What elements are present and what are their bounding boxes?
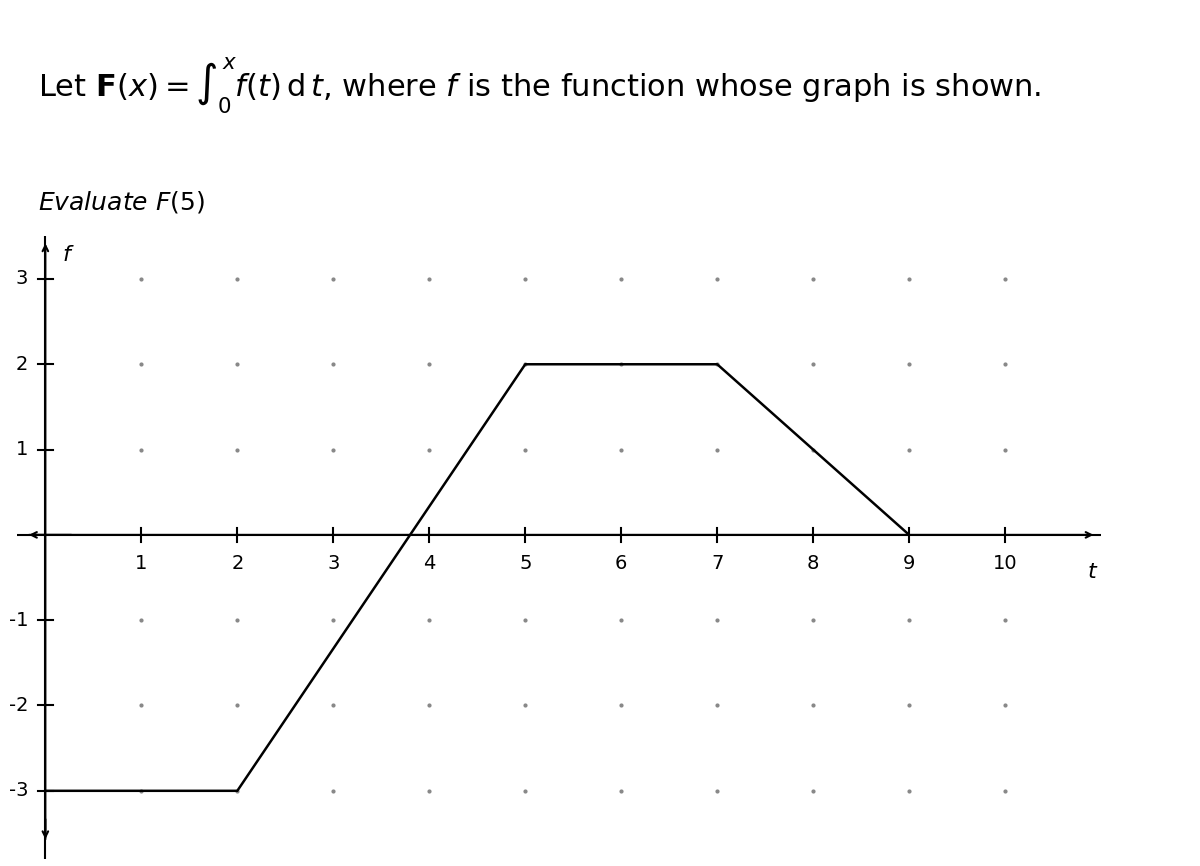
Text: 8: 8: [808, 553, 820, 572]
Text: -3: -3: [8, 781, 28, 800]
Text: 2: 2: [232, 553, 244, 572]
Text: 7: 7: [712, 553, 724, 572]
Text: 9: 9: [902, 553, 916, 572]
Text: t: t: [1087, 562, 1096, 582]
Text: 5: 5: [520, 553, 532, 572]
Text: Evaluate $F(5)$: Evaluate $F(5)$: [38, 190, 205, 216]
Text: f: f: [62, 245, 71, 265]
Text: 1: 1: [136, 553, 148, 572]
Text: 10: 10: [992, 553, 1018, 572]
Text: 3: 3: [16, 269, 28, 288]
Text: -2: -2: [8, 696, 28, 715]
Text: 4: 4: [424, 553, 436, 572]
Text: 1: 1: [16, 440, 28, 459]
Text: 3: 3: [328, 553, 340, 572]
Text: 6: 6: [616, 553, 628, 572]
Text: 2: 2: [16, 355, 28, 374]
Text: Let $\mathbf{F}(x) = \int_0^x f(t)\,\mathrm{d}\,t$, where $f$ is the function wh: Let $\mathbf{F}(x) = \int_0^x f(t)\,\mat…: [38, 56, 1042, 116]
Text: -1: -1: [8, 611, 28, 630]
